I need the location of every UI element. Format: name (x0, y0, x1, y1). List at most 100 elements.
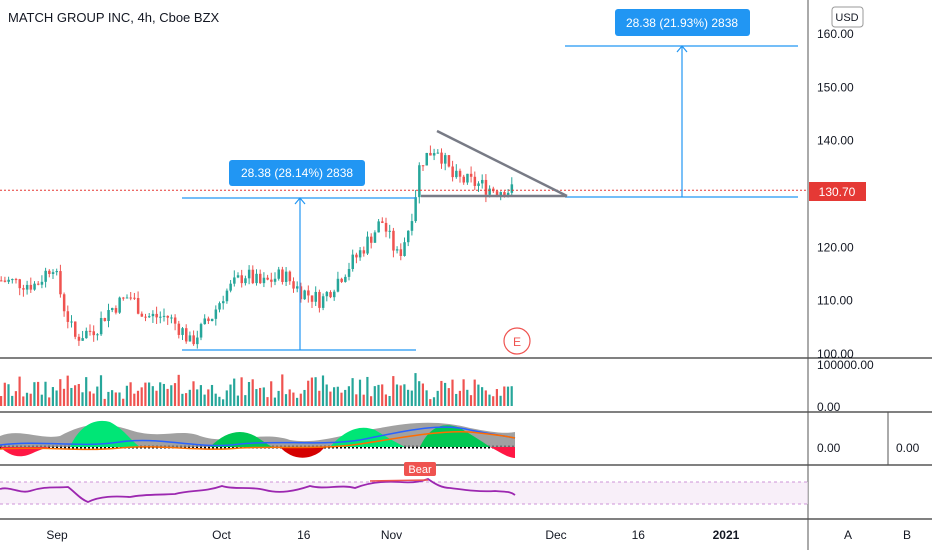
volume-bar (118, 392, 121, 406)
volume-bar (29, 393, 32, 406)
candle-body (25, 284, 29, 290)
volume-bar (455, 393, 458, 406)
last-price-badge (809, 182, 866, 201)
volume-bar (347, 386, 350, 406)
volume-bar (48, 397, 51, 406)
volume-bar (85, 377, 88, 406)
candle-body (418, 165, 421, 198)
volume-bar (418, 381, 421, 406)
candle-body (340, 278, 343, 282)
candle-body (440, 152, 443, 164)
candle-body (74, 321, 77, 337)
volume-bar (107, 391, 110, 406)
volume-bar (7, 384, 10, 406)
candle-body (266, 277, 269, 280)
candle-body (255, 273, 258, 284)
candle-body (140, 313, 144, 317)
volume-bar (262, 387, 265, 406)
volume-bar (281, 374, 284, 406)
price-tick-label: 150.00 (817, 80, 854, 94)
price-tick-label: 120.00 (817, 240, 854, 254)
volume-bar (222, 399, 225, 406)
auto-scale-button[interactable]: A (844, 528, 852, 542)
volume-bar (266, 397, 269, 406)
volume-bar (421, 383, 424, 406)
volume-bar (162, 383, 165, 406)
candle-body (432, 153, 436, 156)
volume-bar (188, 389, 191, 406)
candle-body (99, 318, 103, 335)
volume-bar (0, 396, 3, 406)
volume-bar (199, 385, 202, 406)
volume-bar (351, 378, 354, 406)
price-axis[interactable]: 160.00150.00140.00130.00120.00110.00100.… (817, 27, 854, 361)
candle-body (270, 279, 273, 282)
volume-bar (399, 385, 402, 406)
candle-body (284, 271, 288, 282)
candle-body (33, 283, 36, 290)
time-tick-label: 16 (297, 528, 311, 542)
volume-bar (344, 389, 347, 406)
measure-left-label: 28.38 (28.14%) 2838 (241, 166, 353, 180)
volume-bar (395, 384, 399, 406)
candle-body (495, 191, 499, 196)
candle-body (185, 328, 188, 342)
candle-body (388, 230, 391, 232)
measure-left-box[interactable] (229, 160, 365, 186)
candle-body (66, 311, 70, 322)
oscillator-plot (0, 420, 516, 458)
earnings-marker[interactable] (503, 327, 531, 355)
volume-bar (314, 377, 317, 406)
measure-right[interactable] (565, 45, 798, 198)
candle-body (288, 271, 292, 282)
candle-body (0, 280, 3, 282)
candle-body (88, 330, 92, 332)
candle-body (236, 275, 240, 278)
volume-bar (140, 387, 143, 406)
currency-button[interactable] (831, 6, 864, 28)
measure-right-box[interactable] (615, 9, 750, 36)
candle-body (222, 301, 225, 304)
volume-bar (310, 377, 313, 406)
candle-body (77, 336, 81, 341)
candle-body (392, 230, 395, 251)
candle-body (173, 317, 177, 324)
candle-body (48, 270, 51, 274)
volume-bar (125, 385, 128, 406)
volume-top-label: 100000.00 (817, 358, 874, 372)
candle-body (59, 271, 62, 295)
candle-body (447, 155, 451, 167)
candle-body (321, 296, 325, 308)
volume-bar (3, 382, 6, 406)
candle-body (203, 318, 206, 325)
candle-body (325, 292, 329, 297)
volume-bar (25, 392, 29, 406)
volume-bar (488, 394, 491, 406)
candle-body (484, 179, 488, 195)
volume-bar (22, 396, 25, 406)
candle-body (381, 221, 384, 223)
b-button[interactable]: B (903, 528, 911, 542)
measure-left[interactable] (182, 197, 416, 351)
volume-bar (114, 392, 117, 406)
candle-body (296, 286, 299, 289)
triangle-pattern[interactable] (421, 129, 568, 198)
candle-body (159, 316, 162, 318)
volume-bar (473, 379, 476, 406)
volume-bar (122, 398, 125, 406)
time-axis[interactable]: Sep Oct 16 Nov Dec 16 2021 (46, 528, 739, 542)
candle-body (273, 278, 277, 282)
candle-body (458, 170, 462, 177)
volume-bar (181, 393, 184, 406)
volume-bar (384, 394, 387, 406)
candle-body (240, 275, 243, 284)
candle-body (225, 290, 229, 302)
volume-bar (255, 389, 258, 406)
candle-body (351, 254, 354, 269)
volume-bar (251, 379, 254, 406)
candle-body (292, 281, 295, 289)
time-tick-label: 2021 (713, 528, 740, 542)
volume-bar (247, 382, 251, 406)
candle-body (81, 338, 84, 341)
